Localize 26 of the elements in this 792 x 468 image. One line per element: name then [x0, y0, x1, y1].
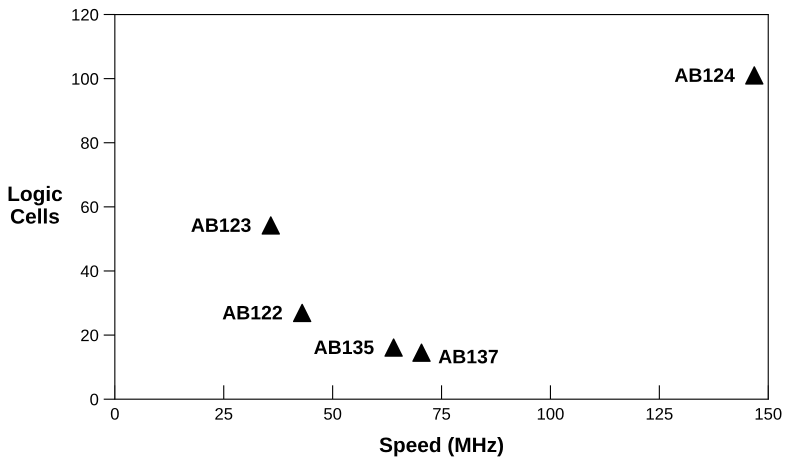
x-tick-label: 150 — [756, 408, 782, 420]
x-axis-title: Speed (MHz) — [380, 436, 504, 456]
y-tick-label: 40 — [80, 265, 98, 278]
x-tick-label: 75 — [433, 408, 450, 420]
y-tick-label: 100 — [72, 73, 98, 85]
y-tick-label: 80 — [81, 137, 98, 149]
y-tick-label: 60 — [81, 201, 98, 214]
annotation: AB135 — [314, 340, 374, 354]
point — [384, 338, 403, 357]
x-tick-label: 100 — [538, 408, 564, 420]
y-tick-label: 120 — [72, 8, 98, 21]
point — [292, 304, 312, 322]
point — [412, 344, 431, 362]
y-tick-label: 0 — [90, 394, 98, 406]
x-tick-label: 125 — [646, 408, 673, 420]
point — [262, 216, 280, 235]
x-tick-label: 25 — [215, 408, 232, 420]
annotation: AB124 — [674, 68, 735, 82]
y-tick-label: 20 — [81, 329, 98, 342]
x-tick-label: 0 — [110, 408, 119, 420]
annotation: AB122 — [222, 306, 282, 320]
annotation: AB123 — [191, 218, 251, 232]
annotation: AB137 — [438, 350, 498, 364]
point — [745, 66, 764, 85]
x-tick-label: 50 — [324, 408, 342, 420]
y-axis-title: Logic Cells — [8, 186, 62, 224]
